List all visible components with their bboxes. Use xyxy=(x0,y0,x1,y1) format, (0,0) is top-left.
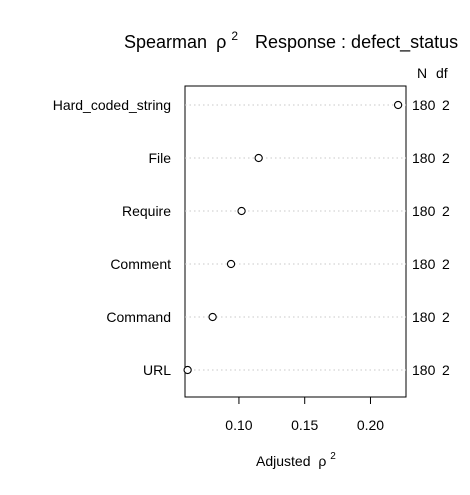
x-tick-label: 0.20 xyxy=(357,417,384,433)
x-tick-label: 0.15 xyxy=(291,417,318,433)
data-point xyxy=(208,312,217,322)
row-df: 2 xyxy=(442,362,450,378)
row-df: 2 xyxy=(442,256,450,272)
col-header-n: N xyxy=(417,65,427,81)
x-axis-label-rho: ρ xyxy=(318,453,326,469)
row-n: 180 xyxy=(412,150,436,166)
title-main: Spearman xyxy=(124,32,207,52)
data-point xyxy=(237,206,246,216)
title-response: Response : defect_status xyxy=(255,32,458,53)
row-df: 2 xyxy=(442,309,450,325)
row-df: 2 xyxy=(442,150,450,166)
x-axis-label: Adjusted ρ 2 xyxy=(256,451,336,469)
data-point xyxy=(183,365,192,375)
row-labels: Hard_coded_string File Require Comment Comma… xyxy=(53,97,172,378)
row-label: Command xyxy=(106,309,171,325)
row-n: 180 xyxy=(412,203,436,219)
title-rho: ρ xyxy=(216,32,226,52)
row-label: Require xyxy=(122,203,171,219)
x-tick-label: 0.10 xyxy=(225,417,252,433)
row-n: 180 xyxy=(412,362,436,378)
row-df: 2 xyxy=(442,97,450,113)
grid-lines xyxy=(185,104,406,371)
row-n: 180 xyxy=(412,97,436,113)
chart-title: Spearman ρ 2 Response : defect_status xyxy=(124,24,458,53)
row-label: URL xyxy=(143,362,171,378)
row-stats: 180 2 180 2 180 2 180 2 180 2 180 2 xyxy=(412,97,450,378)
row-df: 2 xyxy=(442,203,450,219)
plot-frame xyxy=(184,85,407,398)
data-point xyxy=(254,153,263,163)
data-points xyxy=(183,100,403,375)
data-point xyxy=(393,100,403,110)
x-axis-ticks: 0.10 0.15 0.20 xyxy=(225,397,384,433)
data-point xyxy=(226,259,236,269)
row-label: Comment xyxy=(110,256,171,272)
row-label: Hard_coded_string xyxy=(53,97,171,113)
x-axis-label-superscript: 2 xyxy=(330,451,336,462)
row-n: 180 xyxy=(412,309,436,325)
col-header-df: df xyxy=(436,65,448,81)
title-superscript: 2 xyxy=(231,29,238,43)
row-label: File xyxy=(148,150,171,166)
row-n: 180 xyxy=(412,256,436,272)
x-axis-label-text: Adjusted xyxy=(256,453,310,469)
